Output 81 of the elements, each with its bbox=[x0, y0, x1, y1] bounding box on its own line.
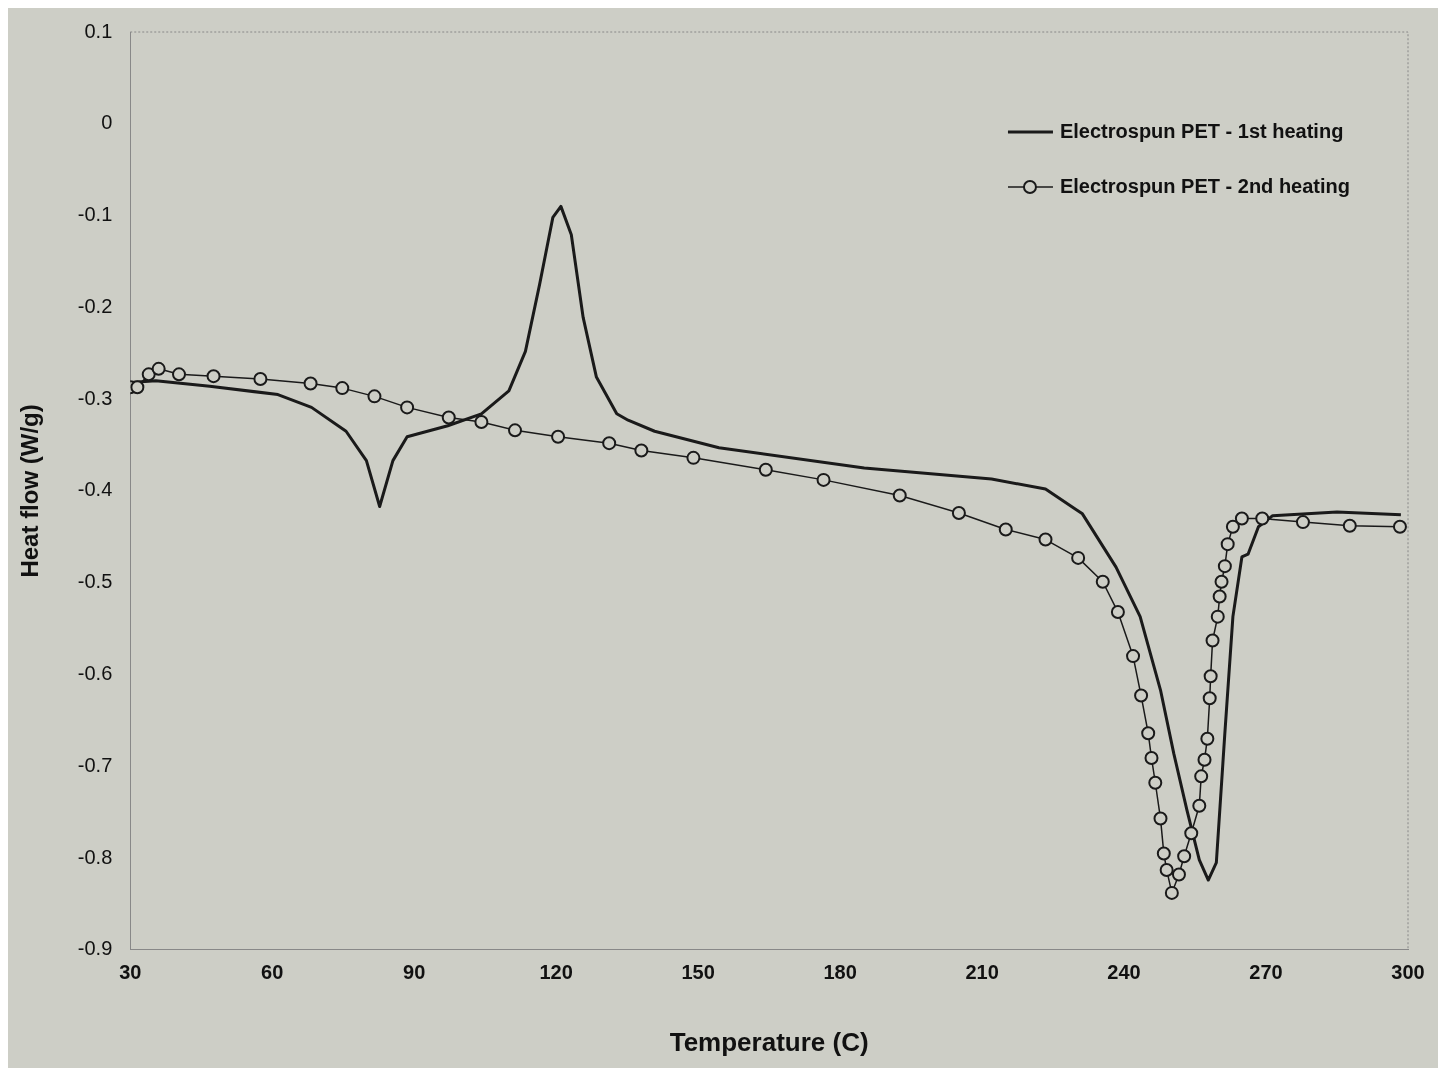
point bbox=[1095, 574, 1110, 589]
point bbox=[1212, 589, 1227, 604]
point bbox=[335, 381, 350, 396]
point bbox=[206, 369, 221, 384]
point bbox=[1202, 691, 1217, 706]
point bbox=[172, 367, 187, 382]
point bbox=[1134, 688, 1149, 703]
point bbox=[602, 436, 617, 451]
y-tick-label: -0.6 bbox=[77, 661, 113, 684]
point bbox=[1392, 519, 1407, 534]
point bbox=[1295, 515, 1310, 530]
x-axis-title: Temperature (C) bbox=[669, 1026, 869, 1057]
point bbox=[130, 380, 145, 395]
point bbox=[1197, 752, 1212, 767]
point bbox=[474, 415, 489, 430]
point bbox=[253, 371, 268, 386]
x-tick-label: 60 bbox=[261, 961, 284, 984]
point bbox=[1203, 669, 1218, 684]
y-tick-label: 0 bbox=[101, 111, 113, 134]
point bbox=[1200, 731, 1215, 746]
point bbox=[151, 361, 166, 376]
legend-label: Electrospun PET - 1st heating bbox=[1059, 119, 1344, 142]
point bbox=[686, 450, 701, 465]
point bbox=[1342, 518, 1357, 533]
x-tick-label: 180 bbox=[823, 961, 857, 984]
y-tick-label: -0.2 bbox=[77, 294, 113, 317]
x-tick-label: 150 bbox=[681, 961, 715, 984]
point bbox=[508, 423, 522, 438]
y-tick-label: -0.8 bbox=[77, 845, 113, 868]
point bbox=[303, 376, 318, 391]
x-tick-label: 30 bbox=[119, 961, 142, 984]
point bbox=[551, 429, 566, 444]
point bbox=[1192, 798, 1207, 813]
point bbox=[1159, 862, 1174, 877]
point bbox=[400, 400, 415, 415]
x-tick-label: 210 bbox=[965, 961, 999, 984]
point bbox=[1156, 846, 1171, 861]
x-tick-label: 120 bbox=[539, 961, 573, 984]
point bbox=[441, 410, 456, 425]
point bbox=[1171, 867, 1186, 882]
point bbox=[1126, 649, 1141, 664]
point bbox=[1184, 826, 1199, 841]
point bbox=[1144, 750, 1159, 765]
legend-label: Electrospun PET - 2nd heating bbox=[1059, 174, 1350, 197]
point bbox=[1141, 726, 1156, 741]
point bbox=[1210, 609, 1225, 624]
y-tick-label: -0.3 bbox=[77, 386, 113, 409]
point bbox=[367, 389, 382, 404]
point bbox=[758, 462, 773, 477]
y-tick-label: -0.4 bbox=[77, 478, 113, 501]
y-tick-label: -0.7 bbox=[77, 753, 113, 776]
point bbox=[141, 367, 156, 382]
x-tick-label: 270 bbox=[1249, 961, 1283, 984]
point bbox=[1071, 550, 1086, 565]
y-tick-label: -0.1 bbox=[77, 203, 113, 226]
point bbox=[1255, 511, 1270, 526]
point bbox=[951, 505, 966, 520]
point bbox=[1217, 559, 1232, 574]
y-tick-label: -0.5 bbox=[77, 570, 113, 593]
point bbox=[1110, 605, 1125, 620]
x-tick-label: 300 bbox=[1391, 961, 1425, 984]
point bbox=[1194, 769, 1209, 784]
point bbox=[816, 472, 831, 487]
point bbox=[1038, 532, 1053, 547]
point bbox=[1234, 511, 1249, 526]
y-axis-title: Heat flow (W/g) bbox=[16, 404, 44, 578]
point bbox=[892, 488, 907, 503]
point bbox=[1148, 775, 1163, 790]
y-tick-label: 0.1 bbox=[84, 19, 113, 42]
x-tick-label: 240 bbox=[1107, 961, 1141, 984]
point bbox=[1225, 519, 1240, 534]
y-tick-label: -0.9 bbox=[77, 937, 113, 960]
x-tick-label: 90 bbox=[403, 961, 426, 984]
point bbox=[1214, 574, 1229, 589]
point bbox=[634, 443, 649, 458]
point bbox=[1205, 633, 1220, 648]
point bbox=[1153, 811, 1168, 826]
point bbox=[998, 522, 1013, 537]
point bbox=[1220, 537, 1235, 552]
point bbox=[1177, 849, 1192, 864]
point bbox=[1164, 885, 1179, 900]
